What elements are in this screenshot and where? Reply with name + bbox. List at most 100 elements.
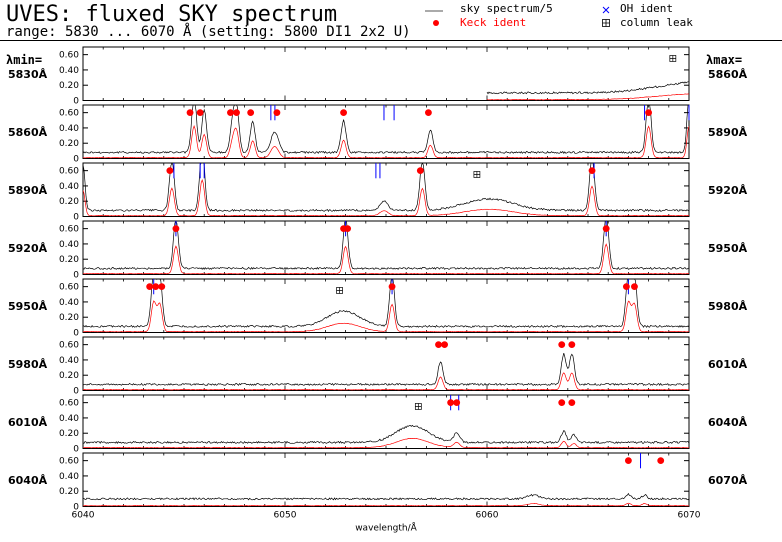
keck-ident-marker <box>152 283 160 291</box>
y-tick-label: 0.40 <box>59 414 79 424</box>
keck-ident-marker <box>631 283 638 291</box>
keck-ident-marker <box>568 341 576 349</box>
panel-frame <box>82 104 690 159</box>
keck-ident-marker <box>588 167 596 175</box>
spectrum-panel-1: 0 0.20 0.40 0.60 5830Å 5860Å <box>8 46 748 107</box>
column-leak-cross <box>669 55 676 62</box>
scaled-spectrum-line <box>83 178 689 217</box>
title-divider <box>0 40 782 41</box>
y-tick-label: 0 <box>73 213 79 223</box>
keck-ident-marker <box>416 167 424 175</box>
y-tick-label: 0 <box>73 445 79 455</box>
sky-spectrum-line <box>83 163 689 212</box>
sky-spectrum-line <box>83 353 689 386</box>
keck-ident-marker <box>388 283 396 291</box>
y-tick-label: 0 <box>73 271 79 281</box>
scaled-spectrum-line <box>83 502 689 507</box>
column-leak-cross <box>336 287 343 294</box>
y-tick-label: 0.20 <box>59 313 79 323</box>
keck-ident-marker <box>568 399 576 407</box>
keck-ident-marker <box>558 341 566 349</box>
y-tick-label: 0.20 <box>59 255 79 265</box>
sky-spectrum-line <box>486 81 689 95</box>
legend-keck-swatch <box>433 20 439 26</box>
keck-ident-marker <box>233 109 240 117</box>
y-tick-label: 0.40 <box>59 298 79 308</box>
panel-min-label: 5950Å <box>8 300 48 313</box>
spectrum-panel-7: 0 0.20 0.40 0.60 6010Å 6040Å <box>8 394 748 455</box>
keck-ident-marker <box>425 109 432 117</box>
panel-min-label: 5830Å <box>8 68 48 81</box>
keck-ident-marker <box>172 225 180 233</box>
y-tick-label: 0.40 <box>59 182 79 192</box>
legend-sky-label: sky spectrum/5 <box>460 2 553 15</box>
page-title: UVES: fluxed SKY spectrum <box>6 2 338 27</box>
keck-ident-marker <box>344 225 352 233</box>
panel-min-label: 5860Å <box>8 126 48 139</box>
sky-spectrum-line <box>83 105 689 154</box>
y-tick-label: 0.60 <box>59 167 79 177</box>
keck-ident-marker <box>453 399 461 407</box>
panel-min-label: 5890Å <box>8 184 48 197</box>
legend-leak-label: column leak <box>620 16 693 29</box>
y-tick-label: 0.60 <box>59 51 79 61</box>
keck-ident-marker <box>441 341 448 349</box>
scaled-spectrum-line <box>83 243 689 275</box>
keck-ident-marker <box>602 225 610 233</box>
keck-ident-marker <box>247 109 255 117</box>
spectrum-panel-5: 0 0.20 0.40 0.60 5950Å 5980Å <box>8 278 748 339</box>
keck-ident-marker <box>435 341 442 349</box>
lambda-max-header: λmax= <box>706 53 743 67</box>
keck-ident-marker <box>273 109 281 117</box>
page-subtitle: range: 5830 ... 6070 Å (setting: 5800 DI… <box>6 24 411 40</box>
panel-frame <box>82 46 690 101</box>
sky-spectrum-line <box>83 221 689 270</box>
x-tick-label: 6070 <box>678 511 701 521</box>
spectrum-panel-8: 0 0.20 0.40 0.60 6040Å 6070Å <box>8 452 748 513</box>
y-tick-label: 0.20 <box>59 197 79 207</box>
sky-spectrum-line <box>83 424 689 445</box>
scaled-spectrum-line <box>83 125 689 159</box>
y-tick-label: 0.60 <box>59 457 79 467</box>
x-tick-label: 6050 <box>274 511 297 521</box>
panel-max-label: 5950Å <box>708 242 748 255</box>
spectrum-panel-6: 0 0.20 0.40 0.60 5980Å 6010Å <box>8 336 748 397</box>
y-tick-label: 0.40 <box>59 472 79 482</box>
column-leak-cross <box>415 403 422 410</box>
sky-spectrum-line <box>83 492 689 501</box>
keck-ident-marker <box>447 399 455 407</box>
keck-ident-marker <box>158 283 166 291</box>
y-tick-label: 0.20 <box>59 429 79 439</box>
spectrum-panel-2: 0 0.20 0.40 0.60 5860Å 5890Å <box>8 104 748 165</box>
sky-spectrum-line <box>83 279 689 328</box>
spectrum-panel-3: 0 0.20 0.40 0.60 5890Å 5920Å <box>8 162 748 223</box>
panel-min-label: 6040Å <box>8 474 48 487</box>
panel-max-label: 5920Å <box>708 184 748 197</box>
panel-max-label: 5860Å <box>708 68 748 81</box>
panel-max-label: 5890Å <box>708 126 748 139</box>
panel-frame <box>82 452 690 507</box>
keck-ident-marker <box>625 457 632 465</box>
y-tick-label: 0.60 <box>59 109 79 119</box>
keck-ident-marker <box>657 457 665 465</box>
legend-keck-label: Keck ident <box>460 16 527 29</box>
y-tick-label: 0 <box>73 329 79 339</box>
keck-ident-marker <box>645 109 652 117</box>
legend-oh-swatch <box>602 6 610 14</box>
keck-ident-marker <box>196 109 204 117</box>
y-tick-label: 0.40 <box>59 124 79 134</box>
y-tick-label: 0 <box>73 97 79 107</box>
y-tick-label: 0.60 <box>59 341 79 351</box>
y-tick-label: 0.60 <box>59 283 79 293</box>
keck-ident-marker <box>166 167 174 175</box>
y-tick-label: 0.20 <box>59 487 79 497</box>
legend-oh-label: OH ident <box>620 2 673 15</box>
spectrum-panel-4: 0 0.20 0.40 0.60 5920Å 5950Å <box>8 220 748 281</box>
x-tick-label: 6040 <box>72 511 95 521</box>
scaled-spectrum-line <box>83 372 689 391</box>
y-tick-label: 0.20 <box>59 139 79 149</box>
y-tick-label: 0.40 <box>59 240 79 250</box>
panel-max-label: 6010Å <box>708 358 748 371</box>
scaled-spectrum-line <box>83 300 689 333</box>
